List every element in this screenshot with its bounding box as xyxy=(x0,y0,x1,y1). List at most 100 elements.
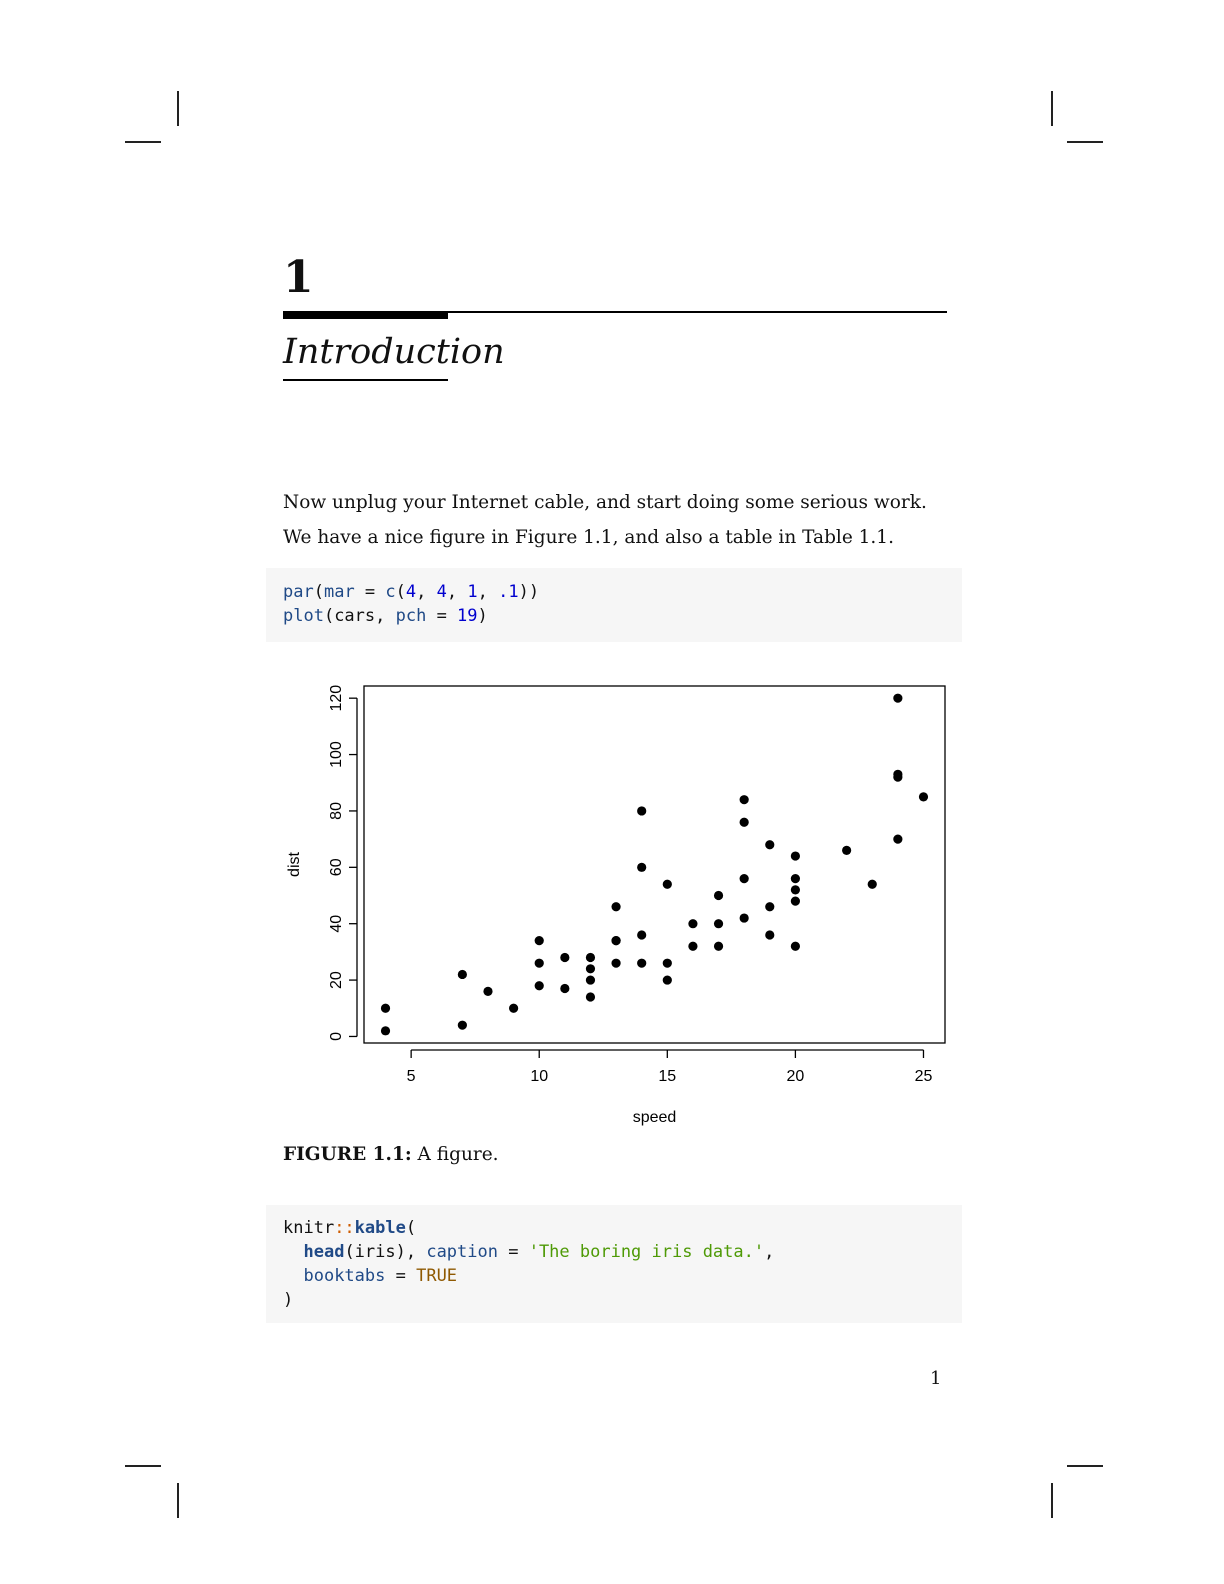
crop-mark xyxy=(125,141,161,143)
page-number: 1 xyxy=(930,1368,942,1389)
x-tick-label: 5 xyxy=(407,1068,416,1085)
data-point xyxy=(585,952,596,963)
code-token: .1 xyxy=(498,582,519,602)
data-point xyxy=(637,930,647,940)
code-token: ( xyxy=(313,582,324,602)
code-token: , xyxy=(446,582,468,602)
data-point xyxy=(662,975,672,985)
plot-box xyxy=(363,685,946,1044)
data-points xyxy=(380,693,929,1036)
code-token: c xyxy=(385,582,396,602)
code-token: 'The boring iris data.' xyxy=(528,1242,765,1262)
data-point xyxy=(457,1020,467,1030)
data-point xyxy=(380,1026,391,1036)
data-point xyxy=(893,693,903,703)
data-point xyxy=(918,792,929,802)
data-point xyxy=(790,941,800,951)
data-point xyxy=(637,958,647,968)
crop-mark xyxy=(1051,1483,1053,1518)
code-token: TRUE xyxy=(416,1266,458,1286)
crop-mark xyxy=(177,1483,179,1518)
x-axis: 5 10 15 20 25 xyxy=(407,1049,933,1085)
code-token: , xyxy=(477,582,499,602)
chapter-title-underline xyxy=(283,379,448,381)
data-point xyxy=(688,919,698,929)
paragraph: We have a nice figure in Figure 1.1, and… xyxy=(283,527,894,548)
code-token: :: xyxy=(334,1218,355,1238)
code-line: ) xyxy=(283,1288,962,1312)
data-point xyxy=(739,873,749,884)
data-point xyxy=(713,890,724,901)
code-token: )) xyxy=(518,582,540,602)
data-point xyxy=(380,1003,391,1013)
code-token: ( xyxy=(395,582,406,602)
code-block: knitr::kable( head(iris), caption = 'The… xyxy=(266,1205,962,1323)
data-point xyxy=(739,913,749,923)
code-token: caption xyxy=(426,1242,498,1262)
data-point xyxy=(765,930,775,940)
y-tick-label: 20 xyxy=(328,971,345,989)
figure-caption-text: A figure. xyxy=(411,1144,499,1165)
x-axis-label: speed xyxy=(633,1109,677,1126)
chapter-title: Introduction xyxy=(283,332,505,372)
paragraph: Now unplug your Internet cable, and star… xyxy=(283,492,927,513)
chapter-rule-thin xyxy=(448,311,947,313)
code-line: plot(cars, pch = 19) xyxy=(283,604,962,628)
code-token: pch xyxy=(395,606,427,626)
data-point xyxy=(713,919,724,929)
code-token: (iris), xyxy=(344,1242,427,1262)
y-tick-label: 0 xyxy=(328,1032,345,1041)
crop-mark xyxy=(1051,91,1053,126)
code-token: , xyxy=(416,582,437,602)
code-token: = xyxy=(497,1242,529,1262)
code-token: knitr xyxy=(283,1218,335,1238)
data-point xyxy=(509,1003,519,1013)
data-point xyxy=(585,964,596,974)
code-token: ) xyxy=(283,1290,294,1310)
code-block: par(mar = c(4, 4, 1, .1)) plot(cars, pch … xyxy=(266,568,962,642)
data-point xyxy=(560,983,570,994)
code-token: head xyxy=(303,1242,345,1262)
y-tick-label: 40 xyxy=(328,915,345,933)
data-point xyxy=(483,986,493,996)
code-token: booktabs xyxy=(303,1266,386,1286)
code-line: knitr::kable( xyxy=(283,1216,962,1240)
data-point xyxy=(611,936,621,946)
chapter-rule-thick xyxy=(283,311,448,319)
data-point xyxy=(611,958,621,968)
code-token: ( xyxy=(405,1218,417,1238)
data-point xyxy=(790,873,800,884)
y-axis: 0 20 40 60 80 100 120 xyxy=(328,685,358,1041)
data-point xyxy=(842,845,852,856)
x-tick-label: 15 xyxy=(658,1068,676,1085)
data-point xyxy=(637,862,647,872)
data-point xyxy=(534,958,544,968)
data-point xyxy=(560,952,570,963)
code-line: par(mar = c(4, 4, 1, .1)) xyxy=(283,580,962,604)
data-point xyxy=(534,936,544,946)
code-token: ) xyxy=(477,606,488,626)
code-token: par xyxy=(283,582,314,602)
x-tick-label: 20 xyxy=(786,1068,804,1085)
x-tick-label: 25 xyxy=(915,1068,933,1085)
code-token: = xyxy=(385,1266,417,1286)
data-point xyxy=(637,806,647,816)
data-point xyxy=(585,992,596,1002)
data-point xyxy=(688,941,698,951)
data-point xyxy=(893,834,903,844)
data-point xyxy=(790,851,800,861)
code-token: , xyxy=(764,1242,775,1262)
data-point xyxy=(585,975,596,985)
data-point xyxy=(611,936,621,946)
y-tick-label: 80 xyxy=(328,802,345,820)
data-point xyxy=(893,769,903,779)
code-token xyxy=(283,1242,303,1262)
crop-mark xyxy=(125,1465,161,1467)
crop-mark xyxy=(1067,1465,1103,1467)
y-axis-label: dist xyxy=(286,852,303,877)
data-point xyxy=(739,817,749,827)
data-point xyxy=(790,896,800,906)
data-point xyxy=(662,879,672,889)
code-token: plot xyxy=(283,606,324,626)
